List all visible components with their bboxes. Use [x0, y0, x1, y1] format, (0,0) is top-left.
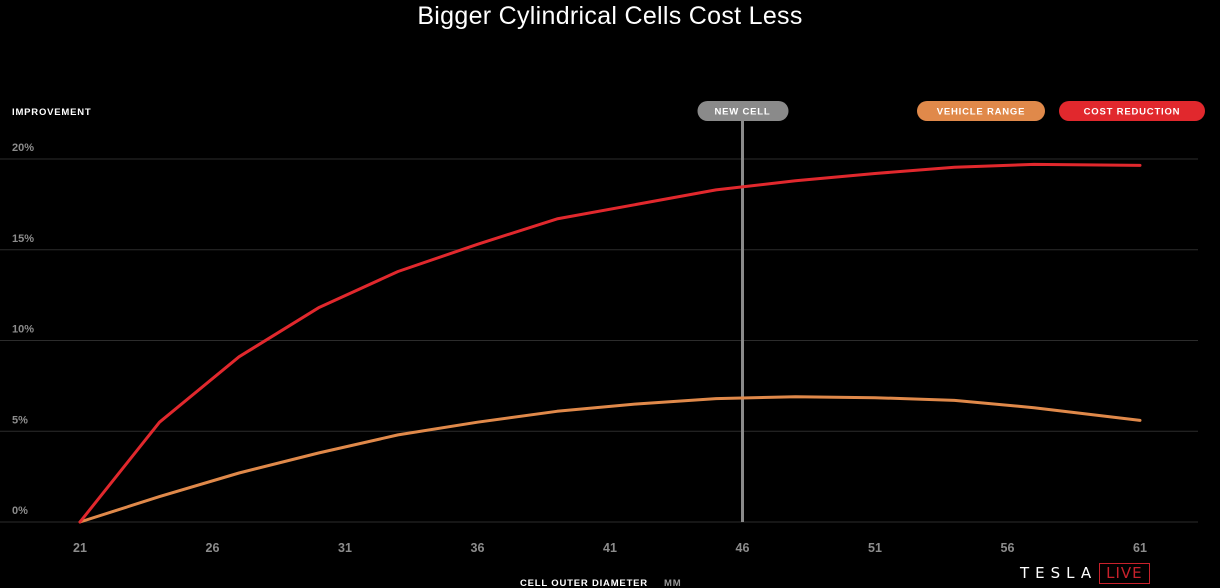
live-badge: LIVE	[1099, 563, 1150, 584]
y-tick-label: 5%	[12, 414, 28, 426]
x-axis-unit: MM	[664, 578, 681, 588]
y-tick-label: 10%	[12, 324, 34, 336]
x-tick-label: 56	[1001, 541, 1015, 555]
legend-label: COST REDUCTION	[1084, 107, 1181, 118]
legend-label: VEHICLE RANGE	[937, 107, 1026, 118]
legend-item-cost-reduction	[1059, 101, 1205, 121]
x-tick-label: 21	[73, 541, 87, 555]
y-tick-label: 15%	[12, 233, 34, 245]
series-line-cost-reduction	[78, 162, 1142, 524]
chart-title: Bigger Cylindrical Cells Cost Less	[417, 2, 803, 30]
legend-item-vehicle-range	[917, 101, 1045, 121]
x-tick-label: 36	[471, 541, 485, 555]
y-tick-label: 20%	[12, 142, 34, 154]
y-tick-label: 0%	[12, 505, 28, 517]
x-tick-label: 41	[603, 541, 617, 555]
x-tick-label: 46	[736, 541, 750, 555]
x-tick-label: 31	[338, 541, 352, 555]
new-cell-marker-pill	[697, 101, 789, 121]
tesla-wordmark: TESLA	[1020, 564, 1098, 582]
x-axis-title: CELL OUTER DIAMETER	[520, 578, 648, 588]
x-tick-label: 61	[1133, 541, 1147, 555]
tesla-live-logo: TESLA LIVE	[1020, 563, 1150, 584]
y-axis-title: IMPROVEMENT	[12, 107, 92, 118]
series-line-vehicle-range	[78, 395, 1142, 524]
x-tick-label: 26	[206, 541, 220, 555]
x-tick-label: 51	[868, 541, 882, 555]
new-cell-marker-label: NEW CELL	[714, 107, 770, 118]
